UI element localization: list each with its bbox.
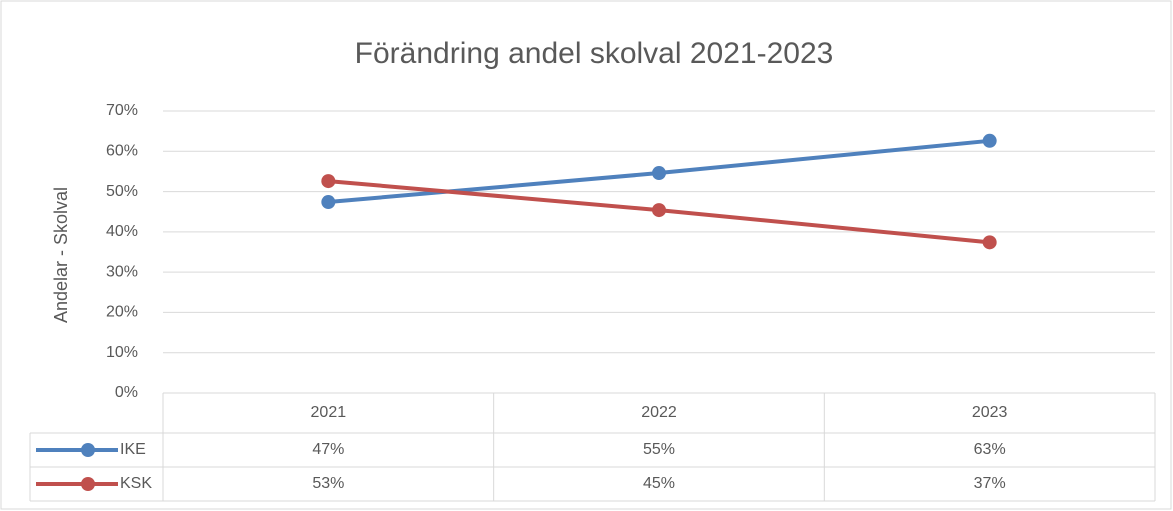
y-tick-label: 40% <box>106 223 138 240</box>
table-value: 37% <box>974 475 1006 492</box>
y-tick-label: 70% <box>106 102 138 119</box>
table-value: 45% <box>643 475 675 492</box>
x-tick-label: 2021 <box>311 404 347 421</box>
legend-key-marker <box>81 443 95 457</box>
y-axis-title: Andelar - Skolval <box>51 187 71 323</box>
series-marker <box>652 203 666 218</box>
x-tick-label: 2022 <box>641 404 677 421</box>
legend-label: IKE <box>120 441 146 458</box>
chart-title: Förändring andel skolval 2021-2023 <box>355 37 834 70</box>
series-marker <box>652 166 666 181</box>
series-marker <box>982 133 997 148</box>
legend-key-marker <box>81 477 95 491</box>
legend-label: KSK <box>120 475 152 492</box>
y-tick-label: 50% <box>106 183 138 200</box>
y-tick-label: 60% <box>106 143 138 160</box>
series-marker <box>982 235 997 250</box>
table-value: 53% <box>312 475 344 492</box>
y-tick-label: 30% <box>106 263 138 280</box>
table-value: 63% <box>974 441 1006 458</box>
x-tick-label: 2023 <box>972 404 1008 421</box>
series-marker <box>321 174 336 189</box>
y-tick-label: 0% <box>115 384 138 401</box>
y-tick-label: 10% <box>106 344 138 361</box>
table-value: 47% <box>312 441 344 458</box>
y-tick-label: 20% <box>106 304 138 321</box>
series-marker <box>321 195 336 210</box>
table-value: 55% <box>643 441 675 458</box>
